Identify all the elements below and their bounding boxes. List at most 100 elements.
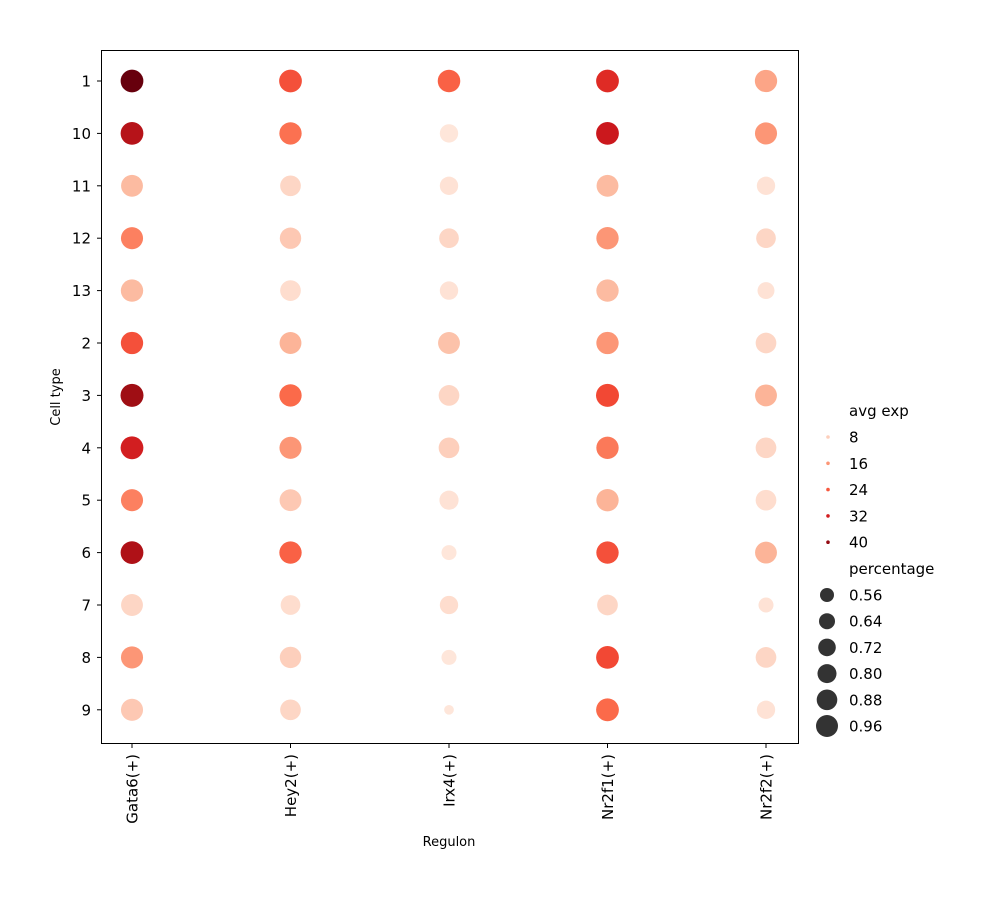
dot-2-Hey2(+) (279, 332, 302, 354)
dot-4-Nr2f2(+) (755, 437, 777, 459)
y-axis: 1 10 11 12 13 2 3 4 5 6 7 8 9 (72, 73, 102, 719)
color-legend-label: 24 (849, 481, 868, 499)
y-tick-label: 9 (81, 701, 91, 719)
size-legend-label: 0.72 (849, 639, 882, 657)
dot-1-Irx4(+) (437, 69, 461, 93)
dot-9-Irx4(+) (444, 704, 454, 715)
dot-12-Irx4(+) (439, 228, 459, 249)
dot-1-Nr2f1(+) (596, 69, 619, 93)
dot-4-Irx4(+) (438, 437, 460, 459)
dot-8-Nr2f1(+) (596, 646, 619, 669)
size-legend-title: percentage (849, 560, 934, 578)
color-legend-title: avg exp (849, 402, 909, 420)
dot-8-Hey2(+) (279, 646, 302, 669)
color-legend-swatch (826, 514, 830, 518)
dot-5-Hey2(+) (279, 489, 302, 512)
dot-7-Hey2(+) (280, 595, 301, 615)
dot-1-Nr2f2(+) (754, 69, 778, 93)
color-legend-label: 16 (849, 455, 868, 473)
dot-13-Nr2f2(+) (757, 282, 775, 300)
dot-marks (120, 69, 778, 722)
dot-13-Hey2(+) (280, 280, 301, 301)
dot-6-Nr2f2(+) (755, 541, 777, 564)
y-axis-label: Cell type (49, 368, 64, 425)
color-legend-swatch (826, 461, 830, 466)
size-legend-label: 0.56 (849, 587, 882, 605)
dot-12-Nr2f2(+) (756, 228, 776, 249)
dot-3-Irx4(+) (438, 385, 460, 406)
size-legend-label: 0.96 (849, 718, 882, 736)
x-tick-label: Gata6(+) (124, 754, 142, 824)
dot-11-Hey2(+) (280, 175, 301, 197)
color-legend-entries: 8 16 24 32 40 (826, 429, 868, 552)
dot-9-Nr2f2(+) (756, 700, 776, 719)
dot-5-Nr2f2(+) (755, 489, 777, 511)
y-tick-label: 1 (81, 73, 91, 91)
color-legend-label: 32 (849, 507, 868, 525)
dot-10-Nr2f1(+) (596, 122, 619, 145)
color-legend-swatch (826, 540, 830, 544)
x-tick-label: Irx4(+) (441, 754, 459, 807)
y-tick-label: 4 (81, 439, 91, 457)
x-tick-label: Hey2(+) (282, 754, 300, 817)
dot-8-Nr2f2(+) (755, 647, 777, 668)
dot-2-Nr2f1(+) (596, 331, 619, 355)
dot-2-Nr2f2(+) (755, 332, 777, 354)
dot-6-Nr2f1(+) (596, 541, 619, 564)
dot-9-Gata6(+) (120, 698, 144, 721)
size-legend-swatch (816, 715, 838, 737)
dot-3-Nr2f2(+) (755, 384, 777, 407)
y-tick-label: 6 (81, 544, 91, 562)
dot-11-Nr2f2(+) (756, 176, 776, 195)
dot-12-Hey2(+) (279, 227, 302, 249)
dot-12-Nr2f1(+) (596, 227, 619, 250)
legend: avg exp 8 16 24 32 40 percentage 0.56 0.64 0.7… (816, 402, 934, 737)
dot-10-Irx4(+) (439, 124, 459, 143)
dot-13-Gata6(+) (120, 279, 144, 302)
dot-6-Gata6(+) (120, 541, 144, 564)
size-legend-swatch (817, 664, 837, 684)
plot-frame (101, 50, 799, 744)
color-legend-swatch (826, 435, 830, 439)
dot-4-Nr2f1(+) (596, 436, 619, 459)
y-tick-label: 12 (72, 230, 91, 248)
size-legend-label: 0.80 (849, 665, 882, 683)
dot-4-Gata6(+) (120, 436, 144, 460)
dot-8-Irx4(+) (441, 649, 457, 665)
dot-7-Nr2f1(+) (597, 594, 618, 616)
y-tick-label: 2 (81, 335, 91, 353)
dot-3-Nr2f1(+) (596, 383, 619, 407)
color-legend-label: 40 (849, 534, 868, 552)
dot-1-Hey2(+) (279, 69, 302, 93)
size-legend-label: 0.64 (849, 613, 882, 631)
dot-5-Nr2f1(+) (596, 489, 619, 512)
size-legend-swatch (818, 638, 836, 657)
x-axis: Gata6(+) Hey2(+) Irx4(+) Nr2f1(+) Nr2f2(+) (124, 743, 776, 824)
dot-3-Hey2(+) (279, 384, 302, 407)
dot-7-Irx4(+) (439, 595, 459, 615)
dot-5-Irx4(+) (439, 490, 459, 510)
dot-2-Gata6(+) (120, 331, 144, 355)
y-tick-label: 13 (72, 282, 91, 300)
dot-10-Hey2(+) (279, 122, 302, 145)
dot-6-Hey2(+) (279, 541, 302, 564)
color-legend-swatch (826, 487, 830, 492)
y-tick-label: 10 (72, 125, 91, 143)
x-tick-label: Nr2f1(+) (599, 754, 617, 820)
y-tick-label: 7 (81, 597, 91, 615)
dot-9-Nr2f1(+) (596, 698, 619, 722)
size-legend-label: 0.88 (849, 691, 882, 709)
dot-1-Gata6(+) (120, 69, 144, 93)
size-legend-swatch (819, 613, 835, 630)
dot-13-Nr2f1(+) (596, 279, 619, 302)
x-axis-label: Regulon (423, 835, 476, 850)
dot-10-Nr2f2(+) (754, 122, 778, 145)
dot-12-Gata6(+) (120, 227, 144, 250)
dot-7-Nr2f2(+) (758, 597, 774, 613)
dot-4-Hey2(+) (279, 436, 302, 459)
x-tick-label: Nr2f2(+) (758, 754, 776, 820)
dot-9-Hey2(+) (280, 699, 301, 721)
dot-13-Irx4(+) (439, 281, 459, 300)
